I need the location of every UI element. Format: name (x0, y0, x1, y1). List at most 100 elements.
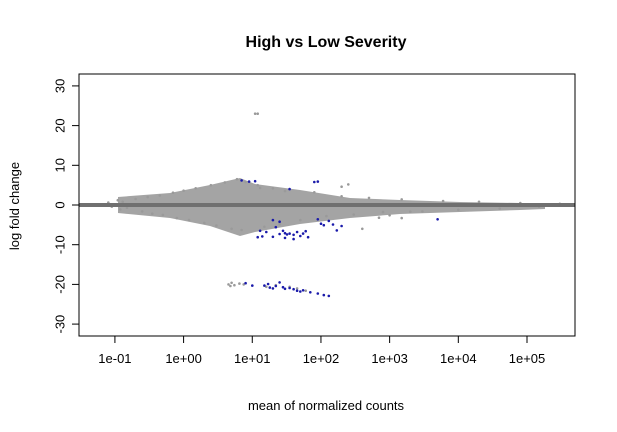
data-point (256, 183, 260, 187)
x-tick-label: 1e+04 (440, 351, 477, 366)
data-point (161, 213, 165, 217)
data-point (377, 216, 381, 219)
significant-data-point (283, 236, 287, 240)
x-axis: 1e-01 1e+00 1e+01 1e+02 1e+03 1e+04 1e+05 (98, 335, 546, 366)
x-tick-label: 1e+03 (371, 351, 408, 366)
data-point (278, 222, 281, 226)
data-point (477, 200, 481, 204)
significant-data-point (292, 237, 295, 241)
data-point (340, 195, 343, 198)
significant-data-point (271, 235, 275, 239)
significant-data-point (240, 179, 243, 182)
y-axis-label: log fold change (7, 162, 22, 250)
significant-data-point (295, 230, 299, 234)
significant-data-point (278, 232, 281, 236)
significant-data-point (256, 235, 260, 239)
data-point (283, 189, 287, 193)
data-point (253, 112, 257, 115)
data-point (140, 210, 144, 213)
y-tick-label: -20 (52, 275, 67, 294)
data-point (215, 224, 218, 227)
data-point (265, 285, 268, 289)
data-point (400, 198, 404, 201)
significant-data-point (327, 219, 331, 223)
data-point (295, 287, 299, 290)
data-point (256, 112, 260, 115)
significant-data-point (301, 289, 305, 292)
significant-data-point (274, 284, 278, 288)
data-point (119, 208, 122, 211)
data-point (175, 216, 179, 220)
significant-data-point (299, 234, 302, 238)
significant-data-point (436, 218, 439, 221)
data-point (158, 194, 162, 197)
significant-data-point (316, 218, 320, 221)
data-point (299, 218, 302, 222)
data-point (498, 207, 502, 210)
data-point (304, 289, 308, 293)
data-point (203, 221, 206, 225)
significant-data-point (299, 290, 302, 293)
significant-data-point (319, 222, 323, 225)
data-point (313, 191, 316, 194)
data-point (187, 218, 191, 222)
data-point (388, 214, 391, 217)
data-point (230, 281, 233, 285)
data-point (352, 213, 356, 216)
x-tick-label: 1e+05 (509, 351, 546, 366)
data-point (235, 177, 239, 181)
data-point (400, 216, 404, 220)
significant-data-point (281, 285, 285, 289)
significant-data-point (251, 284, 254, 287)
data-point (116, 198, 120, 202)
significant-data-point (271, 218, 275, 222)
x-tick-label: 1e+00 (165, 351, 202, 366)
data-point (347, 183, 350, 186)
data-point (340, 185, 343, 188)
data-point (229, 284, 232, 288)
y-tick-label: 0 (52, 201, 67, 208)
significant-data-point (285, 233, 289, 236)
significant-data-point (288, 286, 291, 290)
data-point (325, 214, 328, 218)
data-point (263, 225, 266, 229)
data-point (146, 195, 149, 199)
significant-data-point (253, 179, 257, 183)
significant-data-point (292, 233, 295, 237)
significant-data-point (309, 291, 312, 294)
significant-data-point (340, 224, 343, 228)
data-point (441, 199, 445, 203)
significant-data-point (278, 281, 281, 284)
data-point (421, 210, 424, 213)
x-axis-label: mean of normalized counts (248, 398, 405, 413)
significant-data-point (313, 180, 316, 184)
significant-data-point (306, 235, 310, 239)
data-point (151, 212, 154, 215)
data-point (244, 180, 247, 184)
data-point (258, 186, 262, 190)
data-point (223, 181, 227, 184)
significant-data-point (247, 180, 251, 183)
data-point (171, 191, 175, 194)
significant-data-point (301, 232, 305, 235)
data-point (233, 283, 236, 287)
x-tick-label: 1e+02 (303, 351, 340, 366)
y-tick-label: 10 (52, 158, 67, 172)
data-point (194, 187, 197, 190)
x-tick-label: 1e+01 (234, 351, 271, 366)
significant-data-point (265, 230, 268, 234)
significant-data-point (331, 223, 335, 226)
significant-data-point (335, 229, 339, 232)
data-point (361, 227, 364, 231)
significant-data-point (268, 286, 272, 289)
y-tick-label: 20 (52, 118, 67, 132)
chart-title: High vs Low Severity (246, 34, 407, 51)
significant-data-point (288, 187, 291, 191)
data-point (230, 227, 233, 231)
data-point (271, 187, 275, 190)
x-tick-label: 1e-01 (98, 351, 131, 366)
significant-data-point (258, 229, 262, 233)
points-layer (107, 112, 562, 298)
significant-data-point (283, 231, 287, 235)
significant-data-point (304, 229, 308, 233)
